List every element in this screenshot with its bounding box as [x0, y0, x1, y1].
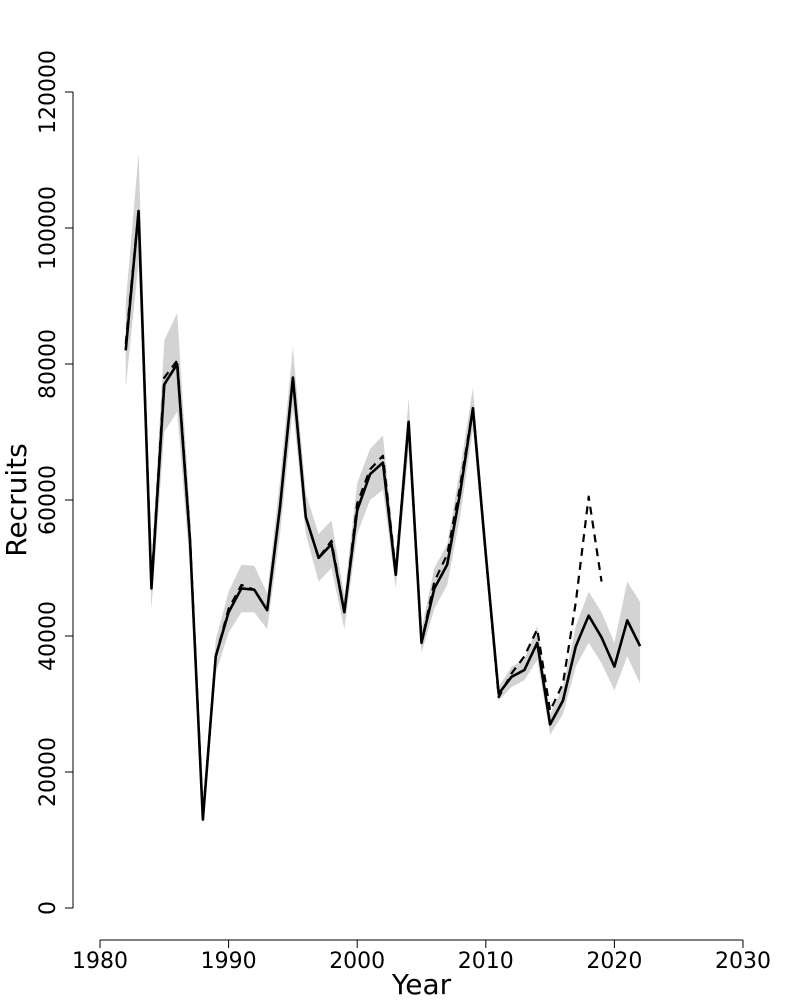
x-tick-label: 1990 — [201, 949, 257, 974]
axes-layer — [72, 92, 743, 941]
tick-layer: 0 20000 40000 60000 80000 100000 120000 1980 199… — [36, 50, 771, 974]
y-tick-label: 0 — [36, 901, 61, 915]
x-axis-title: Year — [391, 968, 452, 1000]
x-tick-label: 1980 — [72, 949, 128, 974]
confidence-band-layer — [125, 153, 641, 823]
x-tick-label: 2000 — [329, 949, 385, 974]
x-tick-label: 2030 — [715, 949, 771, 974]
y-tick-label: 20000 — [36, 737, 61, 807]
x-tick-label: 2020 — [586, 949, 642, 974]
y-axis-title: Recruits — [0, 443, 33, 556]
confidence-band — [125, 153, 641, 823]
y-tick-label: 80000 — [36, 329, 61, 399]
solid-series-line — [124, 209, 642, 821]
y-tick-label: 40000 — [36, 601, 61, 671]
series-line-layer — [124, 209, 642, 821]
y-tick-label: 100000 — [36, 186, 61, 270]
y-tick-label: 60000 — [36, 465, 61, 535]
y-tick-label: 120000 — [36, 50, 61, 134]
x-tick-label: 2010 — [458, 949, 514, 974]
